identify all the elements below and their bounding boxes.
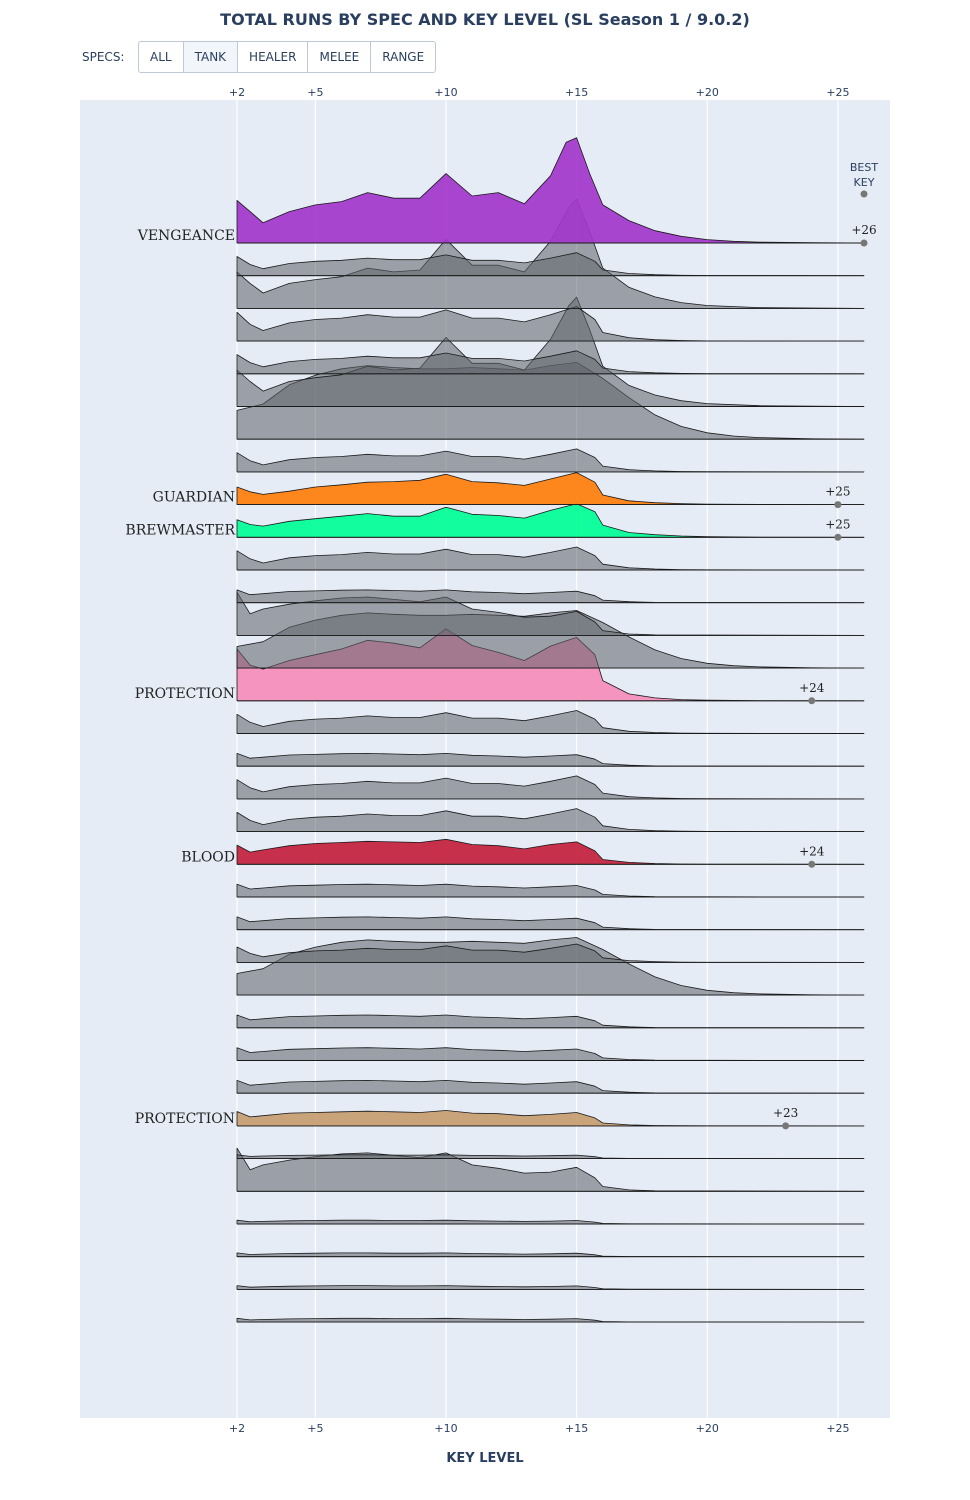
best-key-label: +25	[825, 485, 850, 499]
best-key-marker	[808, 860, 816, 868]
x-tick-label-bottom: +25	[826, 1422, 849, 1435]
best-key-label: +23	[773, 1106, 798, 1120]
best-key-header-marker	[860, 190, 868, 198]
ridge	[236, 306, 865, 342]
ridge	[236, 775, 865, 800]
ridge	[236, 808, 865, 832]
specs-filter-group: ALL TANK HEALER MELEE RANGE	[138, 41, 437, 73]
ridge	[236, 916, 865, 931]
best-key-header: BEST	[850, 161, 878, 174]
best-key-marker	[834, 501, 842, 509]
x-tick-label-bottom: +5	[307, 1422, 323, 1435]
specs-filter-label: SPECS:	[82, 50, 125, 64]
ridge	[236, 1252, 865, 1258]
ridge-highlight	[236, 137, 865, 244]
ridge	[236, 252, 865, 277]
ridge	[236, 753, 865, 767]
labels-layer: +2 +2 +5 +5 +10 +10 +15 +15 +20 +20 +25 +25 KEY LEVE…	[125, 86, 878, 1466]
ridge	[236, 1285, 865, 1290]
best-key-label: +24	[799, 681, 825, 695]
ridge	[236, 710, 865, 734]
spec-label: BLOOD	[181, 849, 235, 865]
chart-title: TOTAL RUNS BY SPEC AND KEY LEVEL (SL Sea…	[220, 10, 750, 29]
ridge-highlight	[236, 503, 865, 538]
x-tick-label-top: +15	[565, 86, 588, 99]
best-key-label: +25	[825, 517, 850, 531]
x-tick-label-top: +10	[434, 86, 457, 99]
x-tick-label-bottom: +15	[565, 1422, 588, 1435]
spec-label: PROTECTION	[135, 686, 235, 702]
spec-label: BREWMASTER	[125, 522, 235, 538]
ridge	[236, 883, 865, 898]
x-tick-label-bottom: +2	[229, 1422, 245, 1435]
best-key-marker	[782, 1122, 790, 1130]
ridge	[236, 350, 865, 375]
ridge	[236, 448, 865, 473]
x-tick-label-top: +5	[307, 86, 323, 99]
ridge	[236, 943, 865, 963]
filter-all-button[interactable]: ALL	[138, 41, 184, 73]
ridge	[236, 1080, 865, 1094]
ridge	[236, 1317, 865, 1323]
best-key-marker	[808, 697, 816, 705]
spec-label: VENGEANCE	[137, 228, 235, 244]
filter-melee-button[interactable]: MELEE	[307, 41, 372, 73]
best-key-label: +24	[799, 844, 825, 858]
x-tick-label-top: +25	[826, 86, 849, 99]
spec-label: PROTECTION	[135, 1111, 235, 1127]
best-key-header: KEY	[854, 176, 875, 189]
ridge	[236, 546, 865, 571]
ridge	[236, 589, 865, 604]
ridge	[236, 1014, 865, 1029]
filter-healer-button[interactable]: HEALER	[237, 41, 309, 73]
ridge	[236, 1047, 865, 1061]
spec-label: GUARDIAN	[153, 490, 235, 506]
best-key-marker	[834, 533, 842, 541]
x-tick-label-bottom: +10	[434, 1422, 457, 1435]
x-tick-label-top: +2	[229, 86, 245, 99]
ridge-highlight	[236, 838, 865, 865]
ridge	[236, 1154, 865, 1159]
ridges-layer	[236, 137, 865, 1323]
best-key-label: +26	[851, 223, 876, 237]
filter-range-button[interactable]: RANGE	[370, 41, 437, 73]
x-tick-label-top: +20	[696, 86, 719, 99]
x-axis-title: KEY LEVEL	[446, 1451, 523, 1466]
ridge-highlight	[236, 1110, 865, 1127]
ridge	[236, 1219, 865, 1225]
best-key-marker	[860, 239, 868, 247]
ridge-highlight	[236, 472, 865, 505]
x-tick-label-bottom: +20	[696, 1422, 719, 1435]
